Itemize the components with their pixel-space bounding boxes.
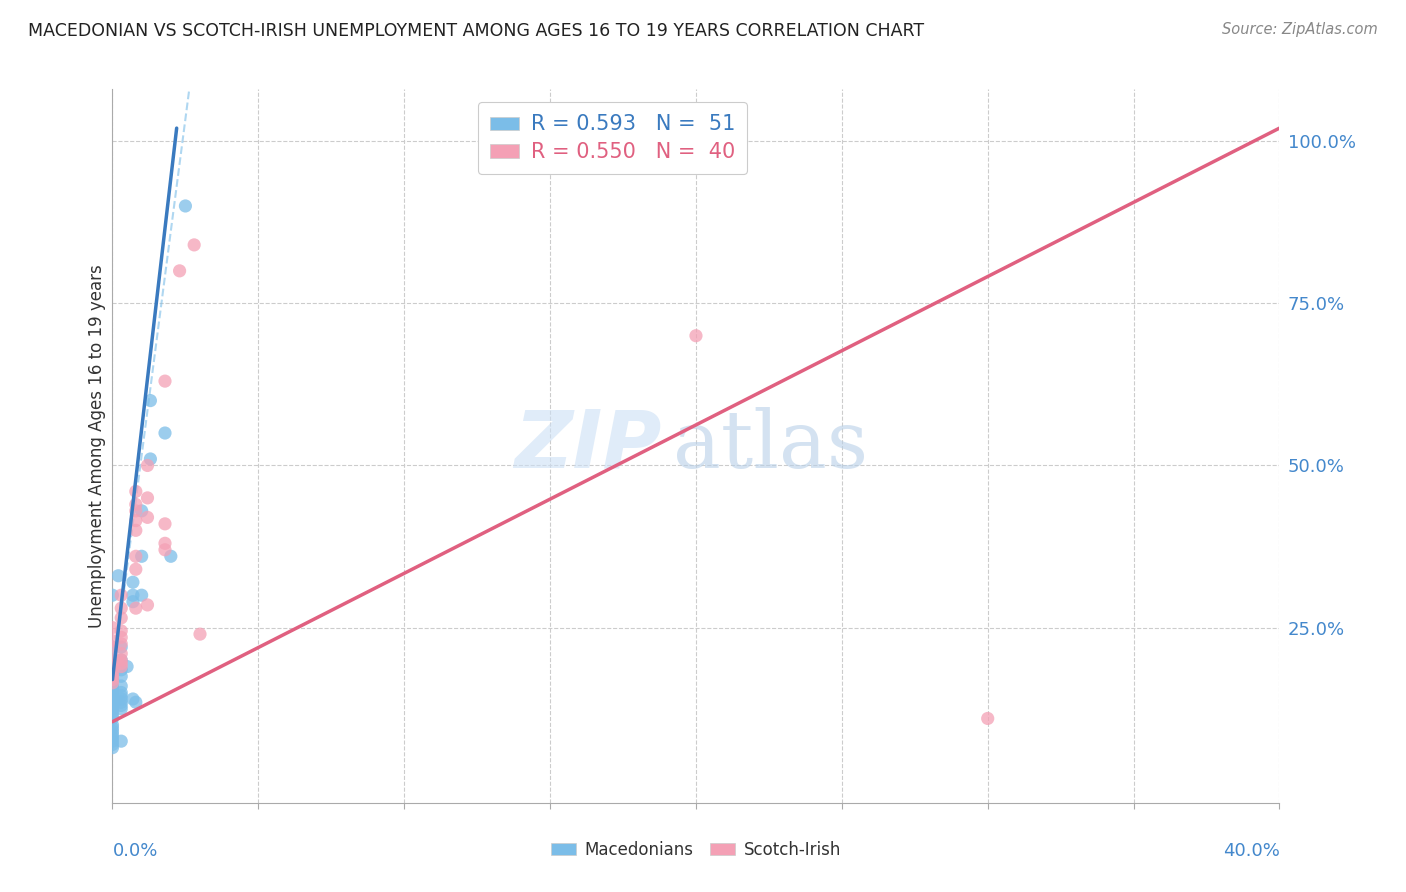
Point: [153, 542, 176, 557]
Point: [101, 728, 124, 742]
Point: [101, 640, 124, 654]
Point: [101, 666, 124, 681]
Point: [101, 740, 124, 755]
Point: [110, 637, 132, 651]
Point: [110, 601, 132, 615]
Point: [139, 452, 162, 467]
Point: [101, 689, 124, 703]
Point: [125, 504, 148, 518]
Point: [136, 510, 159, 524]
Point: [169, 264, 191, 278]
Point: [101, 731, 124, 745]
Point: [160, 549, 183, 564]
Point: [101, 679, 124, 693]
Point: [101, 659, 124, 673]
Point: [110, 663, 132, 677]
Point: [976, 711, 998, 725]
Point: [110, 692, 132, 706]
Point: [101, 682, 124, 697]
Text: 0.0%: 0.0%: [112, 842, 157, 860]
Point: [101, 673, 124, 687]
Text: ZIP: ZIP: [513, 407, 661, 485]
Point: [110, 631, 132, 645]
Point: [101, 698, 124, 713]
Point: [107, 568, 129, 582]
Point: [125, 514, 148, 528]
Point: [136, 458, 159, 473]
Text: Source: ZipAtlas.com: Source: ZipAtlas.com: [1222, 22, 1378, 37]
Point: [101, 718, 124, 732]
Point: [110, 588, 132, 602]
Point: [131, 504, 153, 518]
Point: [153, 516, 176, 531]
Point: [110, 734, 132, 748]
Point: [101, 734, 124, 748]
Point: [125, 549, 148, 564]
Point: [101, 721, 124, 735]
Text: 40.0%: 40.0%: [1223, 842, 1279, 860]
Point: [101, 702, 124, 716]
Point: [125, 601, 148, 615]
Point: [110, 689, 132, 703]
Point: [115, 659, 138, 673]
Point: [101, 653, 124, 667]
Point: [125, 562, 148, 576]
Point: [122, 575, 145, 590]
Point: [101, 633, 124, 648]
Point: [174, 199, 197, 213]
Point: [153, 374, 176, 388]
Point: [136, 491, 159, 505]
Point: [153, 536, 176, 550]
Point: [183, 238, 205, 252]
Y-axis label: Unemployment Among Ages 16 to 19 years: Unemployment Among Ages 16 to 19 years: [87, 264, 105, 628]
Point: [110, 653, 132, 667]
Point: [131, 588, 153, 602]
Point: [101, 673, 124, 687]
Point: [101, 640, 124, 654]
Point: [110, 669, 132, 683]
Point: [101, 659, 124, 673]
Point: [101, 711, 124, 725]
Point: [125, 497, 148, 511]
Point: [125, 695, 148, 709]
Point: [101, 588, 124, 602]
Point: [101, 621, 124, 635]
Point: [685, 328, 707, 343]
Point: [122, 588, 145, 602]
Point: [110, 685, 132, 699]
Point: [153, 425, 176, 440]
Point: [131, 549, 153, 564]
Point: [101, 738, 124, 752]
Point: [125, 524, 148, 538]
Point: [122, 595, 145, 609]
Point: [101, 675, 124, 690]
Point: [110, 624, 132, 638]
Point: [110, 659, 132, 673]
Point: [122, 692, 145, 706]
Point: [101, 692, 124, 706]
Point: [101, 705, 124, 719]
Point: [136, 598, 159, 612]
Point: [110, 698, 132, 713]
Point: [101, 653, 124, 667]
Point: [139, 393, 162, 408]
Legend: Macedonians, Scotch-Irish: Macedonians, Scotch-Irish: [544, 835, 848, 866]
Point: [125, 484, 148, 499]
Point: [110, 657, 132, 671]
Point: [110, 695, 132, 709]
Point: [101, 669, 124, 683]
Point: [110, 611, 132, 625]
Text: atlas: atlas: [672, 407, 868, 485]
Text: MACEDONIAN VS SCOTCH-IRISH UNEMPLOYMENT AMONG AGES 16 TO 19 YEARS CORRELATION CH: MACEDONIAN VS SCOTCH-IRISH UNEMPLOYMENT …: [28, 22, 924, 40]
Point: [101, 708, 124, 723]
Point: [110, 647, 132, 661]
Point: [101, 724, 124, 739]
Point: [110, 702, 132, 716]
Point: [110, 640, 132, 654]
Point: [110, 679, 132, 693]
Point: [101, 685, 124, 699]
Point: [110, 653, 132, 667]
Point: [101, 695, 124, 709]
Point: [188, 627, 211, 641]
